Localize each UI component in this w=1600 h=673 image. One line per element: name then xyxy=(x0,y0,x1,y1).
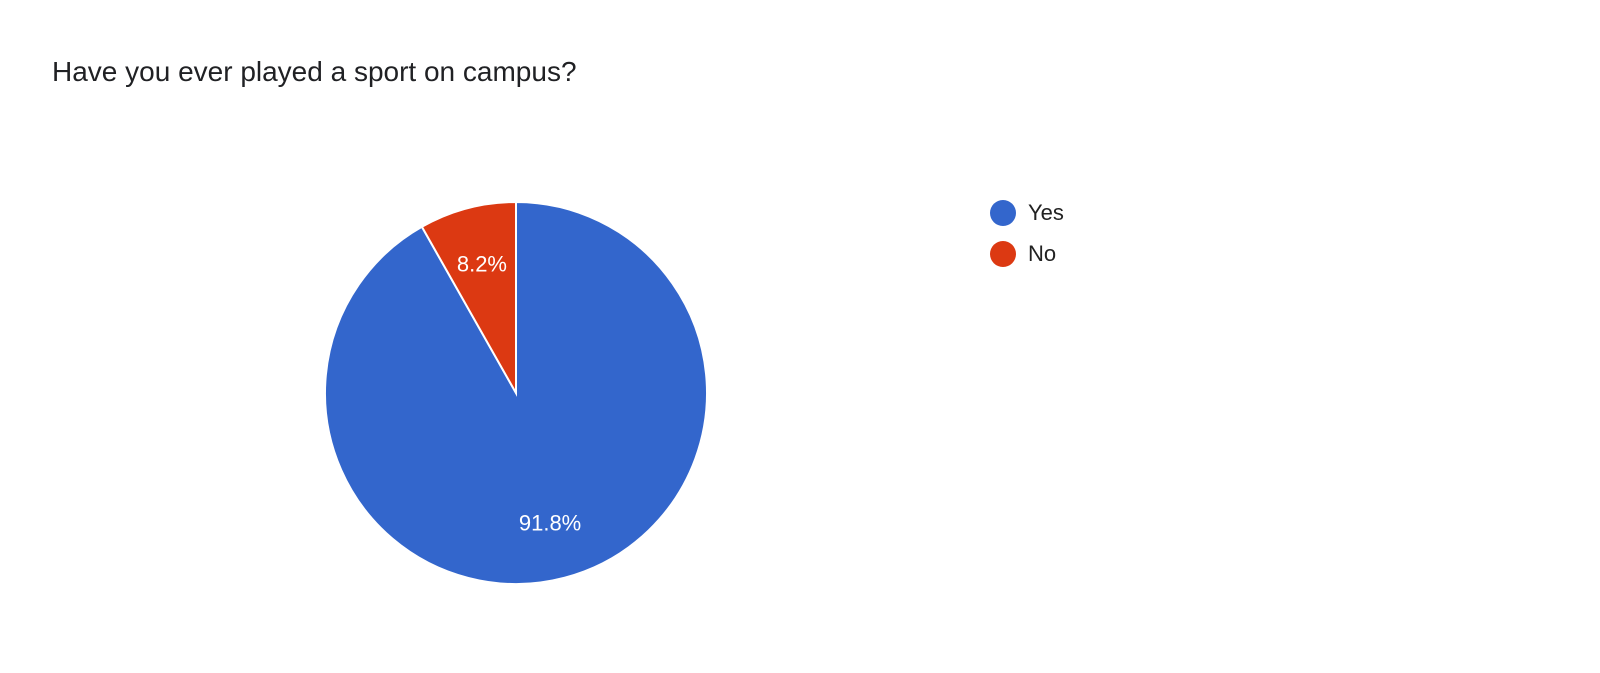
legend-label-yes: Yes xyxy=(1028,200,1064,225)
data-label-yes: 91.8% xyxy=(519,510,581,535)
legend-marker-no xyxy=(990,241,1016,267)
pie-slice-no[interactable] xyxy=(420,200,517,397)
legend-marker-yes xyxy=(990,200,1016,226)
legend-label-no: No xyxy=(1028,241,1057,266)
legend-item-yes[interactable]: Yes xyxy=(990,200,1064,226)
data-label-no: 8.2% xyxy=(457,252,507,277)
chart-title: Have you ever played a sport on campus? xyxy=(52,56,577,87)
legend-item-no[interactable]: No xyxy=(990,241,1056,267)
